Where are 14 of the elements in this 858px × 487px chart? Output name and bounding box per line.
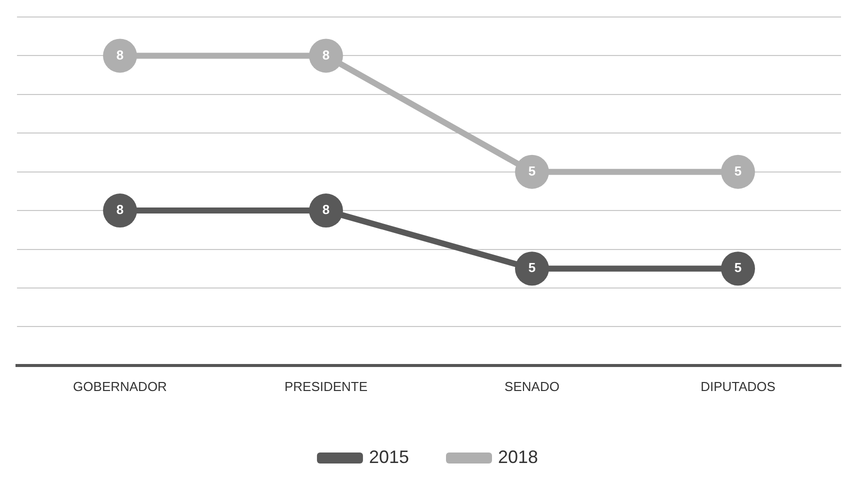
data-label: 5 [734,260,742,276]
legend-label: 2018 [498,446,538,467]
data-label: 8 [322,202,330,218]
legend-label: 2015 [368,446,410,467]
x-tick-label: PRESIDENTE [284,378,368,394]
x-tick-label: GOBERNADOR [73,378,167,394]
x-tick-label: SENADO [504,378,560,394]
data-label: 8 [322,47,330,62]
data-label: 5 [734,163,742,178]
data-label: 5 [528,163,536,178]
data-label: 5 [528,260,536,276]
data-label: 8 [116,202,124,218]
data-label: 8 [116,47,124,62]
x-tick-label: DIPUTADOS [700,378,776,394]
